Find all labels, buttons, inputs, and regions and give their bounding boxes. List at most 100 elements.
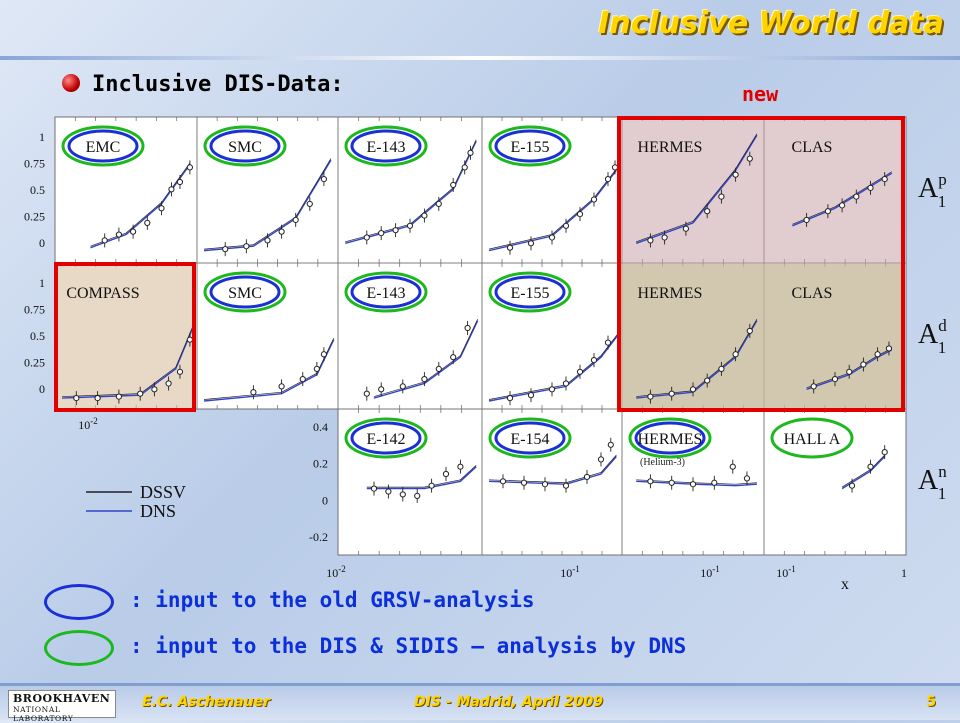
- data-point: [363, 390, 370, 397]
- data-point: [467, 149, 474, 156]
- data-point: [746, 327, 753, 335]
- blue-oval-icon: [67, 129, 139, 163]
- data-point: [392, 227, 399, 234]
- x-tick-label: 10-2: [326, 564, 346, 580]
- data-point: [299, 376, 306, 383]
- panel-label-e-143: E-143: [366, 139, 405, 156]
- data-point: [647, 237, 654, 244]
- hermes-clas-shading-lower: [620, 264, 903, 410]
- data-point: [450, 354, 457, 361]
- dns-curve: [366, 466, 477, 490]
- panel-label-compass: COMPASS: [66, 285, 139, 302]
- data-point: [607, 441, 614, 448]
- row-label-a1-p: Ap 1: [918, 170, 947, 211]
- data-point: [846, 368, 853, 375]
- y-tick-label: -0.2: [309, 530, 328, 544]
- data-point: [562, 482, 570, 489]
- legend-label-dns: DNS: [140, 501, 176, 521]
- dssv-curve: [62, 326, 194, 397]
- y-tick-label: 1: [39, 130, 45, 144]
- dssv-curve: [373, 319, 478, 397]
- compass-highlight-box: [54, 262, 196, 412]
- data-point: [406, 222, 414, 229]
- data-point: [810, 383, 817, 390]
- data-point: [144, 219, 151, 226]
- data-point: [186, 164, 193, 171]
- blue-oval-icon: [209, 129, 281, 163]
- data-point: [306, 200, 313, 207]
- dns-curve: [636, 320, 758, 399]
- title-divider: [0, 56, 960, 60]
- hermes-clas-shading: [620, 119, 903, 410]
- data-point: [176, 178, 184, 186]
- panel-label-smc: SMC: [228, 285, 262, 302]
- data-point: [743, 475, 751, 482]
- y-tick-label: 0.4: [313, 420, 328, 434]
- blue-oval-icon: [350, 421, 422, 455]
- data-point: [881, 449, 888, 456]
- data-point: [313, 365, 320, 372]
- data-point: [661, 234, 668, 241]
- data-point: [385, 488, 392, 495]
- blue-oval-icon: [494, 275, 566, 309]
- data-point: [867, 184, 874, 191]
- data-point: [450, 181, 457, 189]
- blue-oval-icon: [350, 275, 422, 309]
- x-tick-label: 10-1: [560, 564, 580, 580]
- data-point: [604, 339, 612, 346]
- logo-line-1: BROOKHAVEN: [13, 692, 111, 705]
- data-point: [746, 155, 753, 162]
- green-oval-icon: [488, 417, 572, 459]
- data-point: [461, 164, 468, 171]
- panel-label-clas: CLAS: [792, 285, 833, 302]
- panel-label-e-155: E-155: [510, 285, 549, 302]
- blue-oval-icon: [494, 129, 566, 163]
- data-point: [668, 479, 675, 486]
- data-point: [158, 205, 165, 212]
- green-oval-icon: [770, 417, 854, 459]
- y-tick-label: 0.25: [24, 356, 45, 370]
- panel-label-clas: CLAS: [792, 139, 833, 156]
- data-point: [151, 386, 158, 393]
- data-point: [243, 243, 250, 250]
- data-point: [548, 234, 556, 241]
- data-point: [130, 228, 137, 235]
- dns-curve: [203, 159, 332, 252]
- data-point: [729, 463, 736, 470]
- row-label-a1-n: An 1: [918, 462, 947, 503]
- data-point: [186, 336, 193, 343]
- green-oval-icon: [203, 125, 287, 167]
- dssv-curve: [90, 162, 191, 247]
- panel-label-e-155: E-155: [510, 139, 549, 156]
- data-point: [94, 394, 101, 402]
- data-point: [499, 478, 507, 485]
- dssv-curve: [488, 168, 617, 250]
- data-point: [803, 216, 810, 224]
- green-oval-icon: [44, 630, 114, 666]
- green-oval-icon: [344, 271, 428, 313]
- data-point: [590, 357, 598, 364]
- footer-author: E.C. Aschenauer: [142, 694, 271, 710]
- dns-curve: [488, 334, 619, 402]
- dns-curve: [203, 339, 335, 402]
- blue-oval-icon: [209, 275, 281, 309]
- data-point: [115, 393, 123, 400]
- data-point: [718, 193, 725, 200]
- data-point: [576, 211, 584, 218]
- data-point: [848, 482, 856, 489]
- hermes-helium-note: (Helium-3): [640, 457, 685, 468]
- row-label-a1-d: Ad 1: [918, 316, 947, 357]
- dssv-curve: [488, 454, 617, 484]
- data-point: [250, 389, 257, 396]
- y-tick-label: 0: [322, 493, 328, 507]
- data-point: [320, 351, 327, 358]
- data-point: [853, 193, 860, 200]
- y-tick-label: 0: [39, 382, 45, 396]
- data-point: [278, 383, 285, 390]
- data-point: [222, 246, 229, 253]
- panel-label-emc: EMC: [86, 139, 121, 156]
- data-point: [378, 386, 385, 393]
- data-point: [435, 200, 442, 207]
- panel-label-hermes: HERMES: [638, 285, 703, 302]
- y-tick-label: 0.5: [30, 329, 45, 343]
